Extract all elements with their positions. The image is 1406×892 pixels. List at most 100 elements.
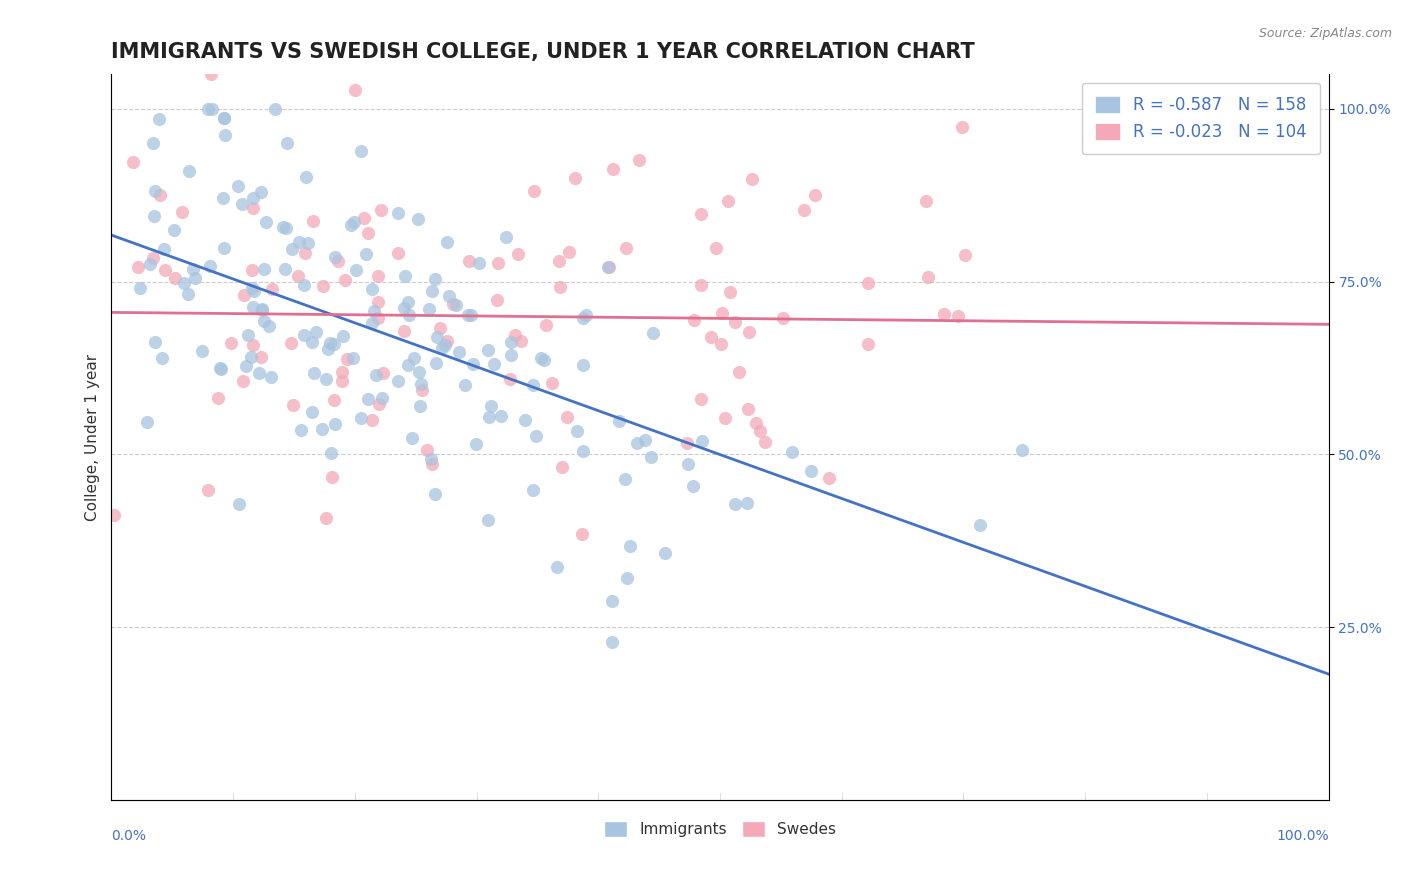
Point [138,257,160,271]
Point [371,366,394,380]
Point [780,445,803,459]
Point [177,287,200,301]
Point [600,594,623,608]
Point [398,308,420,322]
Point [546,559,568,574]
Point [425,356,447,370]
Point [572,311,595,326]
Point [242,202,264,216]
Point [510,334,533,348]
Point [353,211,375,225]
Point [404,351,426,365]
Point [354,246,377,260]
Point [297,235,319,250]
Point [367,397,389,411]
Point [295,169,318,184]
Point [319,336,342,351]
Point [533,353,555,368]
Point [738,325,761,339]
Point [200,67,222,81]
Point [817,471,839,485]
Point [127,260,149,274]
Point [572,443,595,458]
Point [486,256,509,270]
Point [917,269,939,284]
Point [690,278,713,293]
Point [713,410,735,425]
Point [460,308,482,322]
Point [254,215,277,229]
Point [236,327,259,342]
Point [754,435,776,450]
Point [772,311,794,326]
Point [717,194,740,208]
Point [323,251,346,265]
Point [242,338,264,352]
Point [416,443,439,458]
Point [339,219,361,233]
Point [302,367,325,381]
Point [323,337,346,351]
Point [153,242,176,256]
Point [232,375,254,389]
Point [394,301,416,315]
Point [572,358,595,372]
Point [235,359,257,373]
Point [950,120,973,134]
Point [550,280,572,294]
Point [184,271,207,285]
Point [914,194,936,208]
Point [457,308,479,322]
Point [489,409,512,423]
Point [233,287,256,301]
Point [749,424,772,438]
Point [387,246,409,260]
Point [934,307,956,321]
Point [250,302,273,317]
Point [231,197,253,211]
Point [430,341,453,355]
Point [250,185,273,199]
Point [280,336,302,351]
Point [150,351,173,365]
Point [426,330,449,344]
Point [361,282,384,296]
Point [253,314,276,328]
Point [240,350,263,364]
Point [523,184,546,198]
Point [425,272,447,286]
Point [242,191,264,205]
Point [273,262,295,277]
Point [534,318,557,333]
Point [800,464,823,478]
Point [522,378,544,392]
Point [575,308,598,322]
Point [240,281,263,295]
Point [356,392,378,407]
Point [214,112,236,126]
Point [370,202,392,217]
Point [689,392,711,407]
Point [564,171,586,186]
Point [449,344,471,359]
Point [396,295,419,310]
Point [508,246,530,260]
Point [143,184,166,198]
Point [710,336,733,351]
Point [129,281,152,295]
Text: 100.0%: 100.0% [1277,829,1329,843]
Point [305,325,328,339]
Point [551,459,574,474]
Point [302,214,325,228]
Point [281,398,304,412]
Point [271,220,294,235]
Point [211,191,233,205]
Point [484,357,506,371]
Point [197,483,219,497]
Point [557,409,579,424]
Point [179,164,201,178]
Point [226,179,249,194]
Point [260,370,283,384]
Point [394,324,416,338]
Point [557,245,579,260]
